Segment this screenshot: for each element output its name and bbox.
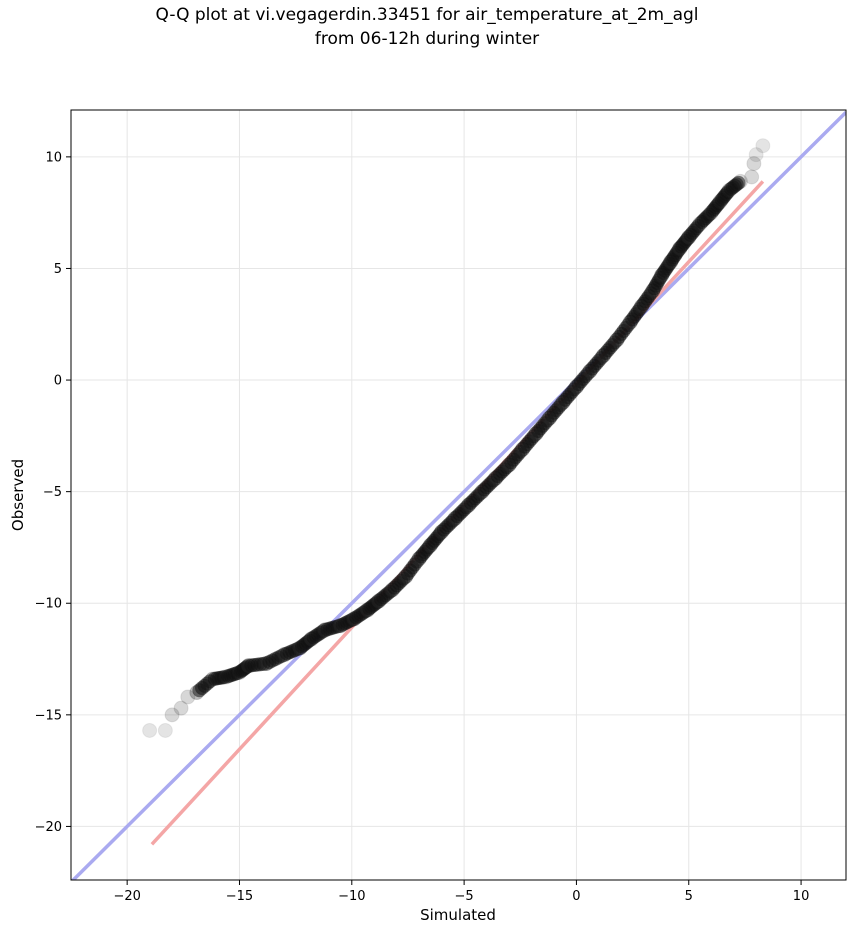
x-tick-label: 5 — [685, 889, 693, 904]
plot-frame — [70, 109, 847, 881]
y-tick-label: −20 — [35, 820, 62, 835]
x-tick-label: −10 — [338, 889, 365, 904]
x-tick-label: −20 — [113, 889, 140, 904]
y-tick-label: 5 — [54, 262, 62, 277]
y-axis-label: Observed — [9, 459, 27, 531]
y-tick-label: −5 — [43, 485, 62, 500]
x-tick-label: 0 — [572, 889, 580, 904]
x-tick-label: −5 — [455, 889, 474, 904]
quantile-point — [180, 689, 196, 705]
reference-line-11 — [71, 110, 846, 880]
y-axis-ticks: −20 −15 −10 −5 0 5 10 — [35, 150, 71, 835]
quantile-point — [744, 169, 760, 185]
quantile-point — [731, 175, 746, 190]
quantile-point — [732, 173, 748, 189]
chart-title-line-1: Q-Q plot at vi.vegagerdin.33451 for air_… — [155, 5, 699, 25]
x-axis-ticks: −20 −15 −10 −5 0 5 10 — [113, 880, 809, 904]
reference-lines — [71, 110, 846, 880]
y-tick-label: 10 — [45, 150, 62, 165]
quantile-point — [157, 722, 173, 738]
x-axis-label: Simulated — [420, 906, 496, 924]
quantile-point — [164, 707, 180, 723]
y-tick-label: −10 — [35, 597, 62, 612]
x-tick-label: −15 — [226, 889, 253, 904]
quantile-point — [142, 722, 158, 738]
chart-title-line-2: from 06-12h during winter — [314, 29, 540, 49]
quantile-point — [173, 700, 189, 716]
quantile-point — [748, 147, 764, 163]
quantile-point — [746, 156, 762, 172]
quantile-point — [755, 138, 771, 154]
y-tick-label: 0 — [54, 374, 62, 389]
quantile-points — [142, 138, 771, 738]
y-tick-label: −15 — [35, 708, 62, 723]
x-tick-label: 10 — [793, 889, 810, 904]
